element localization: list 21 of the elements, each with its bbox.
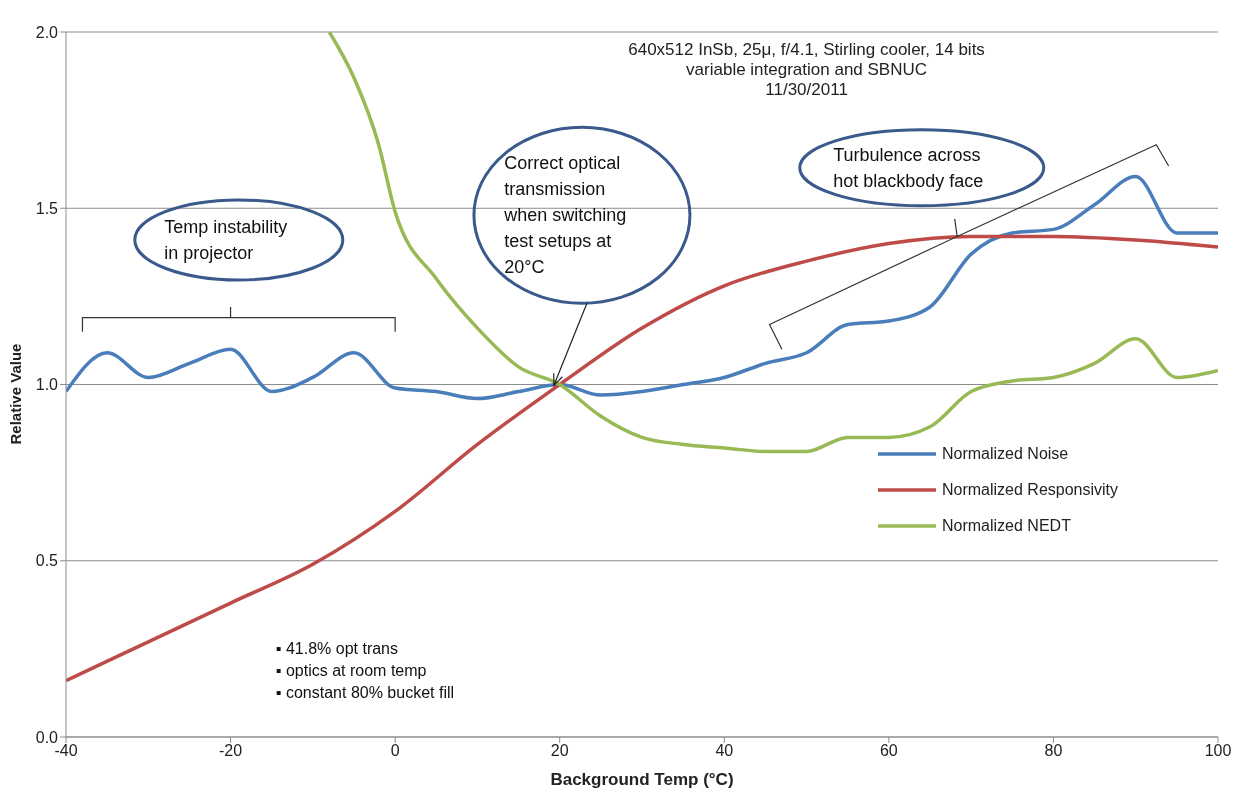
text: 640x512 InSb, 25μ, f/4.1, Stirling cooler, 14 bits variable integration and SBNUC 11/30/2011 <box>627 40 986 100</box>
y-tick-label: 1.5 <box>35 199 59 217</box>
x-tick-label: 80 <box>1044 742 1063 760</box>
legend-label: Normalized Responsivity <box>942 480 1119 499</box>
y-tick-label: 2.0 <box>35 23 59 41</box>
y-tick-label: 1.0 <box>35 376 59 394</box>
x-tick-label: 0 <box>390 742 400 760</box>
annotation: ▪ 41.8% opt trans ▪ optics at room temp ▪ constant 80% bucket fill <box>275 639 456 704</box>
y-axis-title: Relative Value <box>7 343 25 445</box>
x-axis-title: Background Temp (°C) <box>550 770 734 789</box>
annotation: Correct optical transmission when switching test setups at 20°C <box>504 152 628 280</box>
y-tick-label: 0.5 <box>35 552 59 570</box>
annotation: Temp instability in projector <box>164 215 289 265</box>
x-tick-label: 40 <box>715 742 734 760</box>
x-tick-label: -20 <box>219 742 243 760</box>
x-tick-label: 60 <box>879 742 898 760</box>
annotation: Turbulence across hot blackbody face <box>833 143 985 193</box>
legend-label: Normalized Noise <box>942 444 1069 463</box>
legend-label: Normalized NEDT <box>942 516 1071 535</box>
x-tick-label: 100 <box>1204 742 1232 760</box>
x-tick-label: 20 <box>550 742 569 760</box>
